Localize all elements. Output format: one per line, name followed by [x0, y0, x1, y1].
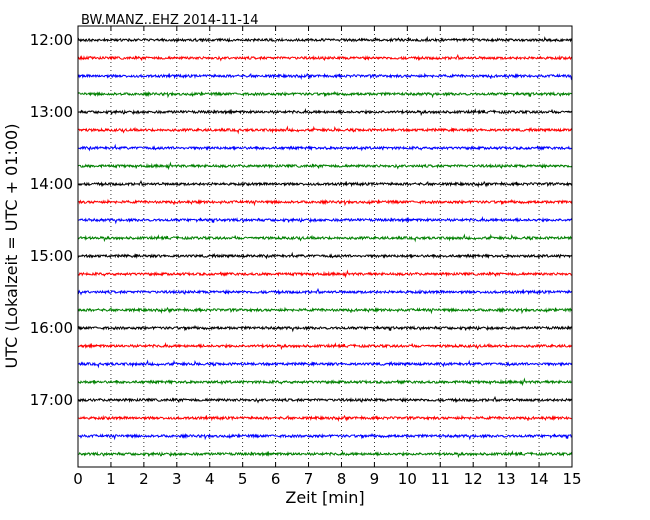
y-tick-label: 17:00	[30, 391, 73, 409]
trace-1245	[77, 90, 573, 99]
x-tick-label: 2	[139, 470, 149, 488]
y-tick-label: 16:00	[30, 319, 73, 337]
trace-1330	[77, 143, 573, 152]
chart-title: BW.MANZ..EHZ 2014-11-14	[81, 13, 259, 28]
plot-frame	[77, 25, 573, 468]
trace-1300	[77, 108, 573, 117]
x-tick-label: 0	[73, 470, 83, 488]
trace-1630	[77, 359, 573, 369]
x-tick-label: 3	[172, 470, 182, 488]
x-tick-label: 9	[370, 470, 380, 488]
trace-1315	[77, 125, 573, 135]
trace-1730	[77, 432, 573, 441]
trace-group	[77, 35, 573, 459]
y-tick-label: 13:00	[30, 103, 73, 121]
x-tick-label: 5	[238, 470, 248, 488]
trace-1600	[77, 324, 572, 333]
trace-1615	[77, 342, 573, 351]
x-axis-label: Zeit [min]	[285, 488, 364, 507]
trace-1515	[77, 269, 572, 279]
y-axis-label: UTC (Lokalzeit = UTC + 01:00)	[2, 124, 21, 369]
trace-1215	[77, 53, 573, 62]
trace-1415	[77, 198, 573, 207]
x-tick-label: 6	[271, 470, 281, 488]
trace-1700	[77, 395, 573, 404]
trace-1400	[77, 179, 573, 188]
trace-1200	[77, 35, 573, 43]
trace-1445	[77, 233, 573, 243]
x-tick-label: 4	[205, 470, 215, 488]
x-tick-label: 10	[398, 470, 417, 488]
trace-1745	[77, 450, 573, 459]
x-axis: 0 1 2 3 4 5 6 7 8 9 10 11 12 13 14 15	[73, 26, 582, 488]
trace-1500	[77, 251, 573, 260]
x-tick-label: 11	[431, 470, 450, 488]
trace-1430	[77, 216, 573, 225]
trace-1530	[77, 287, 573, 296]
x-tick-label: 15	[562, 470, 581, 488]
grid-lines	[110, 26, 540, 467]
x-tick-label: 1	[106, 470, 116, 488]
trace-1345	[77, 161, 573, 171]
trace-1645	[77, 377, 572, 387]
y-tick-label: 12:00	[30, 31, 73, 49]
x-tick-label: 7	[304, 470, 314, 488]
trace-1230	[77, 72, 573, 81]
x-tick-label: 14	[530, 470, 549, 488]
y-tick-label: 15:00	[30, 247, 73, 265]
y-axis: 12:00 13:00 14:00 15:00 16:00 17:00	[30, 31, 572, 409]
x-tick-label: 13	[497, 470, 516, 488]
trace-1715	[77, 414, 572, 422]
x-tick-label: 12	[464, 470, 483, 488]
y-tick-label: 14:00	[30, 175, 73, 193]
trace-1545	[77, 306, 573, 315]
x-tick-label: 8	[337, 470, 347, 488]
